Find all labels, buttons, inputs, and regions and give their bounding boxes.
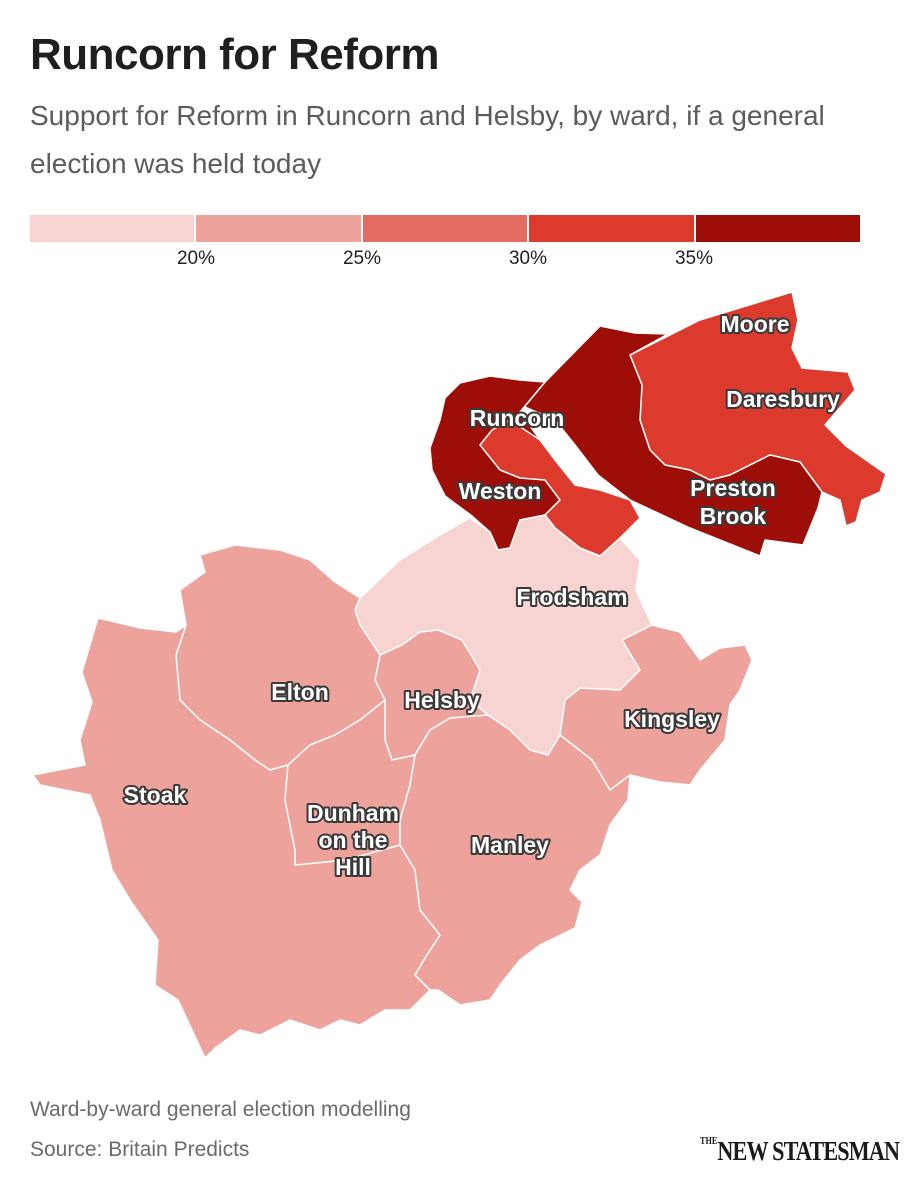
label-runcorn: Runcorn (470, 405, 565, 431)
legend-tick-25: 25% (342, 248, 382, 269)
label-helsby: Helsby (404, 687, 480, 713)
legend-bar (30, 215, 861, 242)
legend-bin-3 (362, 215, 530, 242)
label-weston: Weston (459, 478, 542, 504)
legend-bin-1 (30, 215, 197, 242)
ward-labels: Moore Daresbury Runcorn Weston Preston B… (122, 309, 842, 882)
chart-subtitle: Support for Reform in Runcorn and Helsby… (30, 100, 825, 179)
ward-area-stoak[interactable] (32, 617, 441, 1059)
label-stoak: Stoak (124, 782, 187, 808)
label-hill: Hill (335, 854, 371, 880)
legend-bin-5 (695, 215, 861, 242)
label-dunham: Dunham (307, 800, 399, 826)
label-daresbury: Daresbury (726, 386, 840, 412)
legend-bin-2 (196, 215, 363, 242)
new-statesman-logo: THENEW STATESMAN (700, 1136, 900, 1167)
legend-bin-4 (529, 215, 696, 242)
chart-title: Runcorn for Reform (30, 30, 440, 79)
logo-wordmark: NEW STATESMAN (717, 1136, 900, 1166)
label-elton: Elton (271, 679, 329, 705)
legend-tick-35: 35% (674, 248, 714, 269)
label-frodsham: Frodsham (516, 584, 627, 610)
label-kingsley: Kingsley (624, 706, 720, 732)
color-legend: 20% 25% 30% 35% (30, 215, 861, 275)
legend-tick-20: 20% (176, 248, 216, 269)
methodology-note: Ward-by-ward general election modelling (30, 1098, 411, 1121)
label-preston: Preston (690, 475, 776, 501)
source-note: Source: Britain Predicts (30, 1138, 250, 1161)
label-brook: Brook (700, 503, 767, 529)
label-on-the: on the (319, 827, 388, 853)
ward-area-kingsley[interactable] (559, 624, 753, 791)
label-manley: Manley (471, 832, 549, 858)
ward-area-manley[interactable] (399, 714, 631, 1006)
logo-the: THE (700, 1136, 718, 1147)
label-moore: Moore (721, 311, 790, 337)
ward-map: Moore Daresbury Runcorn Weston Preston B… (32, 291, 887, 1059)
legend-tick-30: 30% (508, 248, 548, 269)
